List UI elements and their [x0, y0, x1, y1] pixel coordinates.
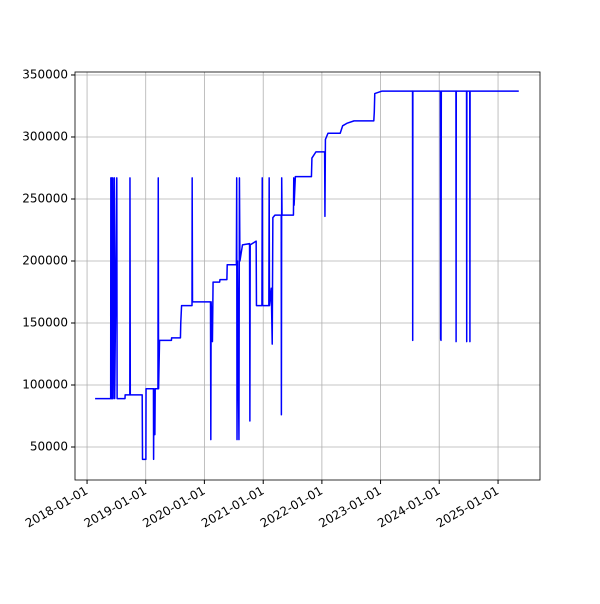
y-tick-label: 300000 — [22, 129, 68, 143]
x-tick-label: 2020-01-01 — [140, 484, 207, 531]
y-tick-label: 50000 — [30, 440, 68, 454]
x-tick-label: 2021-01-01 — [199, 484, 266, 531]
x-tick-label: 2024-01-01 — [375, 484, 442, 531]
y-tick-label: 150000 — [22, 316, 68, 330]
x-tick-label: 2018-01-01 — [23, 484, 90, 531]
x-tick-label: 2022-01-01 — [258, 484, 325, 531]
x-tick-label: 2019-01-01 — [82, 484, 149, 531]
y-tick-label: 100000 — [22, 378, 68, 392]
y-tick-label: 200000 — [22, 253, 68, 267]
y-tick-label: 350000 — [22, 67, 68, 81]
x-tick-label: 2025-01-01 — [434, 484, 501, 531]
data-line — [95, 90, 519, 461]
plot-frame — [74, 71, 541, 481]
y-tick-label: 250000 — [22, 191, 68, 205]
x-tick-label: 2023-01-01 — [316, 484, 383, 531]
